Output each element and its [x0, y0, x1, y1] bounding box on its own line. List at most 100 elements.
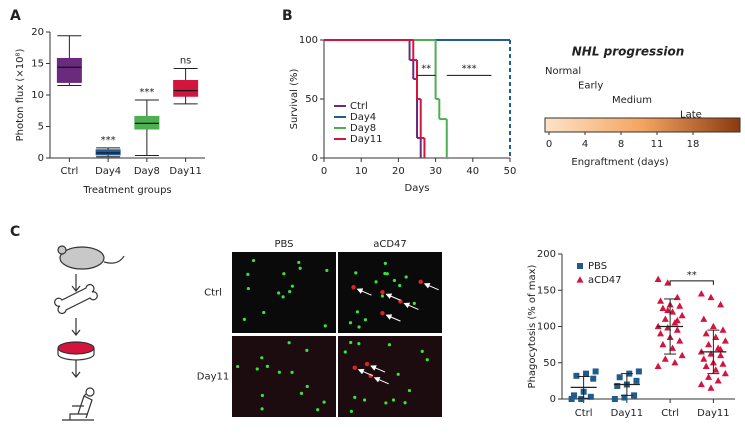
- colorbar-tick-label: 0: [546, 139, 552, 150]
- data-point: [712, 366, 720, 373]
- colorbar: [544, 117, 741, 133]
- data-point: [721, 369, 729, 377]
- green-cell: [265, 364, 270, 368]
- data-point: [717, 300, 725, 308]
- data-point: [709, 322, 717, 330]
- significance: **: [687, 270, 697, 281]
- data-point: [673, 316, 681, 324]
- data-point: [659, 340, 667, 348]
- green-cell: [353, 395, 357, 399]
- data-point: [669, 344, 677, 351]
- green-cell: [343, 350, 347, 354]
- panel-label: A: [10, 8, 21, 24]
- green-cell: [380, 294, 385, 298]
- green-cell: [403, 401, 407, 405]
- x-tick-label: Day4: [95, 166, 121, 177]
- y-axis-label: Photon flux (×10⁸): [15, 49, 26, 142]
- green-cell: [260, 407, 264, 411]
- panel-label: C: [10, 224, 20, 240]
- panel-label: B: [282, 8, 293, 24]
- red-cell: [418, 279, 423, 285]
- data-point: [705, 373, 713, 380]
- green-cell: [282, 272, 286, 276]
- stage-label: Early: [578, 81, 603, 92]
- data-point: [671, 358, 679, 366]
- data-point: [590, 375, 597, 382]
- data-point: [702, 329, 710, 337]
- data-point: [719, 326, 727, 333]
- data-point: [697, 380, 705, 388]
- arrow: [373, 376, 389, 385]
- green-cell: [398, 283, 402, 288]
- data-point: [719, 360, 727, 367]
- red-cell: [398, 299, 403, 304]
- green-cell: [246, 286, 250, 291]
- green-cell: [298, 266, 302, 270]
- arrow: [403, 302, 419, 310]
- legend-marker: [576, 276, 584, 283]
- data-point: [621, 394, 628, 401]
- data-point: [664, 324, 672, 331]
- green-cell: [349, 409, 354, 413]
- significance-bracket: [669, 280, 714, 285]
- y-tick-label: 50: [305, 94, 318, 105]
- green-cell: [383, 271, 387, 276]
- green-cell: [305, 348, 309, 352]
- x-tick-label: 50: [504, 166, 517, 177]
- legend-label: Day8: [350, 123, 376, 134]
- data-point: [631, 392, 638, 399]
- legend-label: Ctrl: [350, 101, 368, 112]
- y-tick-label: 0: [550, 394, 556, 405]
- green-cell: [325, 268, 329, 273]
- y-axis-label: Survival (%): [289, 69, 300, 130]
- green-cell: [297, 260, 301, 265]
- significance: **: [421, 63, 431, 74]
- data-point: [673, 326, 681, 333]
- x-axis-label: Treatment groups: [82, 185, 171, 196]
- arrow: [423, 283, 439, 291]
- data-point: [676, 337, 684, 344]
- green-cell: [354, 271, 358, 275]
- micrograph-row-label: Ctrl: [204, 288, 222, 299]
- colorbar-title: NHL progression: [572, 45, 685, 59]
- green-cell: [290, 284, 295, 288]
- x-tick-label: Ctrl: [575, 408, 593, 419]
- data-point: [633, 377, 640, 384]
- data-point: [587, 393, 594, 400]
- x-axis-label: Days: [405, 183, 430, 194]
- y-tick-label: 100: [299, 35, 318, 46]
- arrow: [385, 293, 401, 301]
- stage-label: Medium: [612, 95, 652, 106]
- data-point: [659, 304, 667, 311]
- arrow: [357, 368, 373, 377]
- green-cell: [363, 318, 368, 322]
- legend-label: Day4: [350, 112, 376, 123]
- green-cell: [288, 289, 292, 294]
- x-tick-label: 20: [392, 166, 405, 177]
- stage-label: Late: [680, 110, 702, 121]
- green-cell: [420, 349, 424, 353]
- y-tick-label: 20: [31, 27, 44, 38]
- data-point: [707, 293, 715, 301]
- green-cell: [407, 388, 412, 393]
- significance: ns: [180, 56, 192, 67]
- green-cell: [404, 275, 408, 279]
- data-point: [657, 329, 665, 337]
- data-point: [616, 374, 623, 381]
- green-cell: [262, 310, 266, 315]
- legend-marker: [577, 263, 583, 269]
- significance: ***: [101, 135, 116, 146]
- green-cell: [299, 391, 304, 395]
- green-cell: [305, 384, 309, 389]
- x-tick-label: 40: [466, 166, 479, 177]
- green-cell: [357, 325, 361, 329]
- micrograph: [232, 252, 336, 333]
- colorbar-label: Engraftment (days): [571, 157, 668, 168]
- green-cell: [348, 321, 353, 325]
- green-cell: [246, 272, 250, 276]
- green-cell: [322, 400, 326, 404]
- data-point: [635, 368, 642, 375]
- green-cell: [323, 324, 327, 328]
- y-tick-label: 150: [537, 285, 556, 296]
